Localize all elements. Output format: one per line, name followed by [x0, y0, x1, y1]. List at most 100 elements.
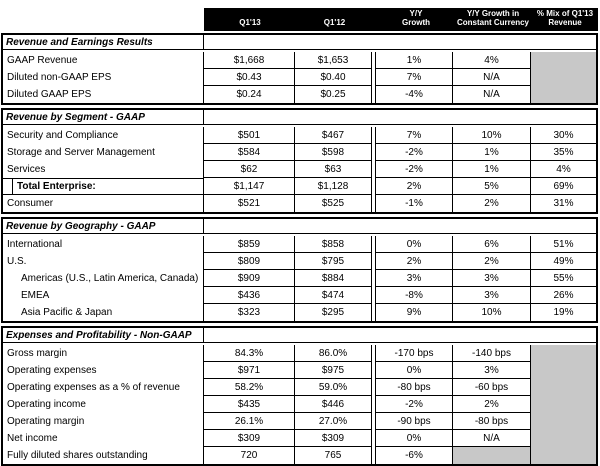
cell-mix: 30%	[530, 127, 596, 144]
cell-q113: $62	[204, 161, 294, 178]
cell-q112: $525	[294, 195, 371, 212]
cell-q113: $309	[204, 430, 294, 447]
section-title-spacer	[204, 328, 596, 343]
cell-q113: $323	[237, 307, 261, 318]
cell-mix: 69%	[530, 178, 596, 195]
cell-constant-currency: 3%	[452, 287, 530, 304]
cell-yy-growth: 7%	[376, 127, 452, 144]
cell-q113: 720	[240, 450, 258, 461]
cell-mix: 49%	[530, 253, 596, 270]
cell-q113: $971	[204, 362, 294, 379]
column-header-label: Y/Y Growth in	[466, 8, 520, 18]
cell-constant-currency: 6%	[452, 236, 530, 253]
column-divider	[371, 345, 376, 362]
column-header-yy-growth-constant-currency: Y/Y Growth in Constant Currency	[454, 8, 532, 31]
cell-q113: $1,147	[204, 178, 294, 195]
column-header-label: Q1'13	[239, 18, 261, 28]
section-title: Revenue by Segment - GAAP	[3, 110, 204, 125]
cell-yy-growth: 7%	[376, 69, 452, 86]
row-label-total-enterprise: Total Enterprise:	[3, 178, 204, 195]
column-divider	[371, 379, 376, 396]
cell-yy-growth: -2%	[376, 396, 452, 413]
cell-q112: $795	[294, 253, 371, 270]
section-title-spacer	[204, 219, 596, 234]
cell-mix: 55%	[530, 270, 596, 287]
cell-constant-currency-shaded	[452, 447, 530, 464]
cell-yy-growth: -90 bps	[376, 413, 452, 430]
cell-q112: $884	[294, 270, 371, 287]
row-label: Net income	[3, 430, 204, 447]
row-label: U.S.	[3, 253, 204, 270]
cell-constant-currency: 3%	[452, 362, 530, 379]
cell-q113: 58.2%	[204, 379, 294, 396]
cell-yy-growth: -80 bps	[376, 379, 452, 396]
cell-q112: $1,653	[294, 52, 371, 69]
cell-q112: $446	[294, 396, 371, 413]
cell-q112: 59.0%	[294, 379, 371, 396]
cell-mix: 51%	[530, 236, 596, 253]
cell-yy-growth: 0%	[376, 362, 452, 379]
column-header-label: Growth	[402, 18, 430, 28]
row-label: Security and Compliance	[3, 127, 204, 144]
cell-mix-shaded	[530, 447, 596, 464]
row-label: Asia Pacific & Japan	[3, 304, 204, 321]
cell-q112: $975	[294, 362, 371, 379]
total-bracket: Total Enterprise:	[12, 179, 96, 194]
cell-yy-growth: -1%	[405, 198, 423, 209]
column-divider	[371, 396, 376, 413]
cell-mix: 4%	[530, 161, 596, 178]
cell-constant-currency: 10%	[452, 304, 530, 321]
cell-q112: $474	[294, 287, 371, 304]
cell-q113: $1,668	[204, 52, 294, 69]
row-label: Operating expenses as a % of revenue	[3, 379, 204, 396]
cell-constant-currency: 3%	[452, 270, 530, 287]
row-label: Operating income	[3, 396, 204, 413]
column-divider	[371, 430, 376, 447]
cell-q113: $859	[204, 236, 294, 253]
column-divider	[371, 304, 376, 321]
section-expenses-profitability: Expenses and Profitability - Non-GAAP Gr…	[1, 326, 598, 466]
row-label: Gross margin	[3, 345, 204, 362]
cell-constant-currency: N/A	[452, 430, 530, 447]
cell-yy-growth: -2%	[376, 161, 452, 178]
cell-yy-growth: 9%	[406, 307, 422, 318]
section-revenue-by-segment: Revenue by Segment - GAAP Security and C…	[1, 108, 598, 214]
cell-q112: $467	[294, 127, 371, 144]
column-divider	[371, 195, 376, 212]
cell-yy-growth: 2%	[376, 253, 452, 270]
cell-q112: 86.0%	[294, 345, 371, 362]
section-revenue-earnings: Revenue and Earnings Results GAAP Revenu…	[1, 33, 598, 105]
column-divider	[371, 86, 376, 103]
cell-mix-shaded	[530, 86, 596, 103]
cell-yy-growth: -170 bps	[376, 345, 452, 362]
row-label: Diluted GAAP EPS	[3, 86, 204, 103]
section-title: Revenue and Earnings Results	[3, 35, 204, 50]
column-divider	[371, 287, 376, 304]
row-label: Consumer	[3, 195, 204, 212]
column-divider	[371, 236, 376, 253]
cell-mix: 19%	[530, 304, 596, 321]
cell-q113: $521	[237, 198, 261, 209]
column-header-label: Constant Currency	[456, 18, 529, 28]
section-title-spacer	[204, 110, 596, 125]
section-title: Revenue by Geography - GAAP	[3, 219, 204, 234]
cell-q113: $435	[204, 396, 294, 413]
column-divider	[371, 413, 376, 430]
row-label: Fully diluted shares outstanding	[3, 447, 204, 464]
cell-constant-currency: 2%	[452, 396, 530, 413]
cell-mix-shaded	[530, 52, 596, 69]
cell-constant-currency: N/A	[452, 69, 530, 86]
cell-mix-shaded	[530, 413, 596, 430]
row-label: EMEA	[3, 287, 204, 304]
column-header-mix-revenue: % Mix of Q1'13 Revenue	[532, 8, 598, 31]
cell-mix-shaded	[530, 396, 596, 413]
column-divider	[371, 253, 376, 270]
cell-mix: 35%	[530, 144, 596, 161]
cell-q112: $0.25	[294, 86, 371, 103]
cell-q112: $295	[294, 304, 371, 321]
cell-q112: $598	[294, 144, 371, 161]
cell-yy-growth: -2%	[376, 144, 452, 161]
cell-constant-currency: N/A	[452, 86, 530, 103]
cell-constant-currency: -80 bps	[452, 413, 530, 430]
